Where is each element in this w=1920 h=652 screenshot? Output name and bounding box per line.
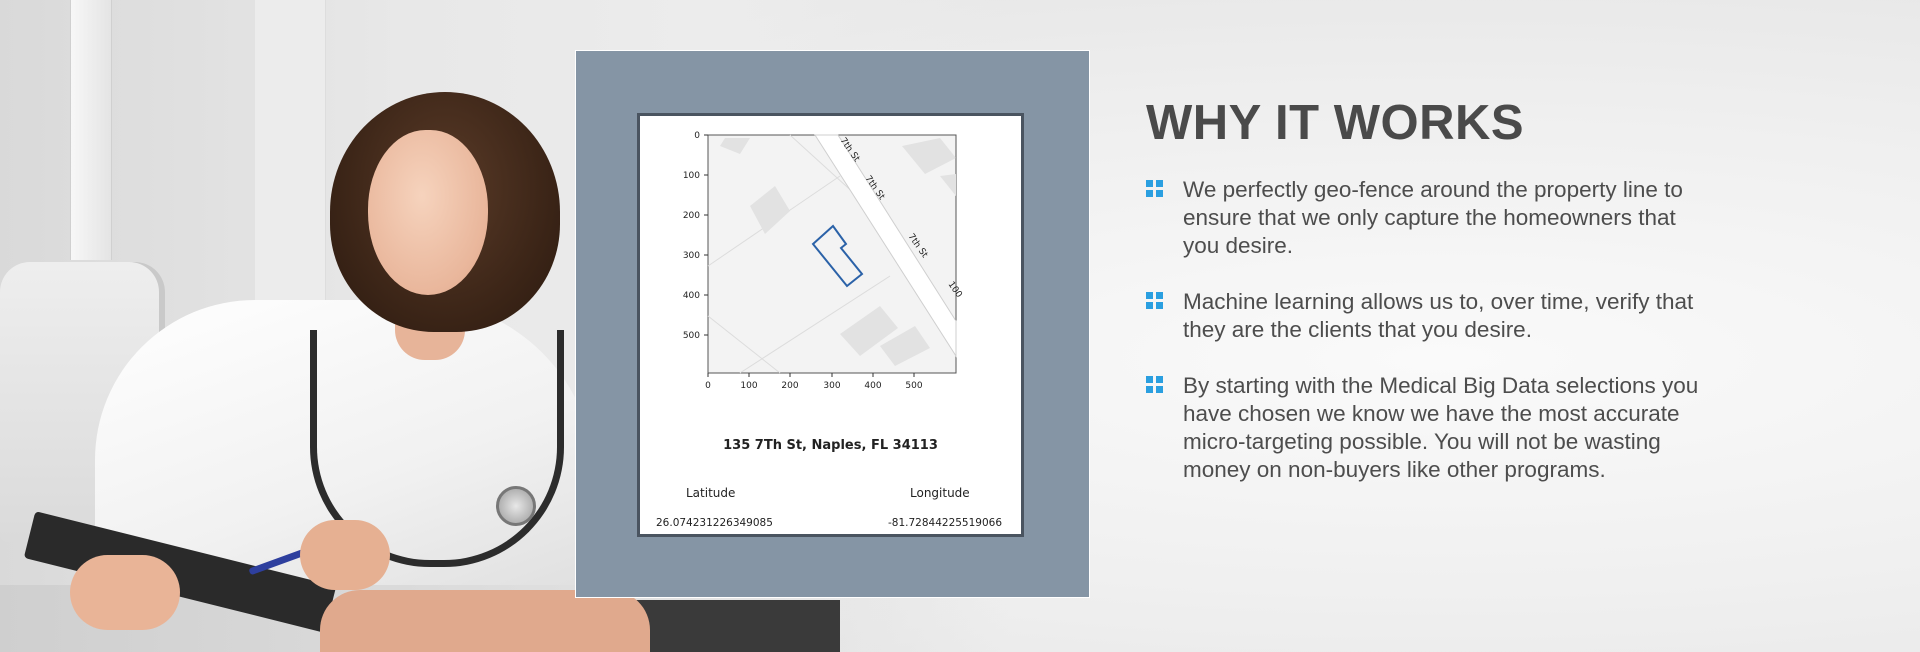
- latitude-value: 26.074231226349085: [656, 517, 773, 529]
- x-tick-label: 0: [705, 381, 711, 391]
- geofence-map-card: 7th St 7th St 7th St 100 0 100 200 300 4…: [575, 50, 1090, 598]
- bullet-text: Machine learning allows us to, over time…: [1183, 289, 1694, 342]
- x-tick-label: 100: [740, 381, 757, 391]
- x-axis: 0 100 200 300 400 500: [705, 373, 923, 391]
- stethoscope-icon: [310, 330, 564, 567]
- y-tick-label: 300: [683, 251, 700, 261]
- window-light: [70, 0, 112, 260]
- list-item: Machine learning allows us to, over time…: [1146, 288, 1706, 344]
- geofence-map-panel: 7th St 7th St 7th St 100 0 100 200 300 4…: [637, 113, 1024, 537]
- benefits-list: We perfectly geo-fence around the proper…: [1146, 176, 1706, 512]
- y-tick-label: 0: [694, 131, 700, 141]
- building-footprints: [720, 138, 956, 366]
- y-tick-label: 500: [683, 331, 700, 341]
- x-tick-label: 400: [864, 381, 881, 391]
- bullet-text: We perfectly geo-fence around the proper…: [1183, 177, 1683, 258]
- property-address: 135 7Th St, Naples, FL 34113: [723, 438, 938, 453]
- geofence-polygon: [811, 224, 864, 288]
- list-item: By starting with the Medical Big Data se…: [1146, 372, 1706, 484]
- grid-square-icon: [1146, 376, 1163, 393]
- y-tick-label: 200: [683, 211, 700, 221]
- grid-square-icon: [1146, 180, 1163, 197]
- bullet-text: By starting with the Medical Big Data se…: [1183, 373, 1699, 482]
- hand: [70, 555, 180, 630]
- wall-panel: [255, 0, 326, 340]
- y-axis: 0 100 200 300 400 500: [683, 131, 708, 341]
- section-title: WHY IT WORKS: [1146, 96, 1525, 150]
- longitude-label: Longitude: [910, 486, 970, 500]
- y-tick-label: 100: [683, 171, 700, 181]
- stethoscope-head-icon: [496, 486, 536, 526]
- face: [368, 130, 488, 295]
- x-tick-label: 500: [905, 381, 922, 391]
- hand: [300, 520, 390, 590]
- list-item: We perfectly geo-fence around the proper…: [1146, 176, 1706, 260]
- latitude-label: Latitude: [686, 486, 736, 500]
- street: [814, 134, 957, 358]
- y-tick-label: 400: [683, 291, 700, 301]
- geofence-map: 7th St 7th St 7th St 100 0 100 200 300 4…: [683, 131, 964, 391]
- patient-hand: [320, 590, 650, 652]
- x-tick-label: 300: [823, 381, 840, 391]
- grid-square-icon: [1146, 292, 1163, 309]
- x-tick-label: 200: [781, 381, 798, 391]
- longitude-value: -81.72844225519066: [888, 517, 1003, 529]
